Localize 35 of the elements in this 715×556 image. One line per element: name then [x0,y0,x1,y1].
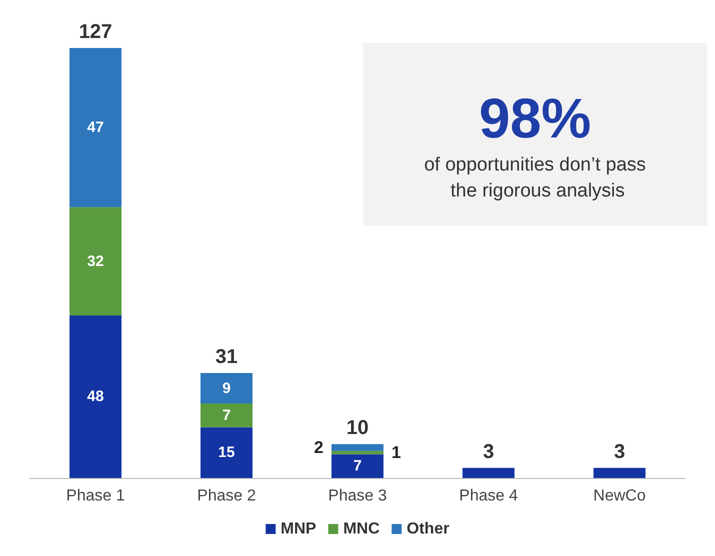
total-label: 3 [614,440,626,463]
total-label: 10 [346,417,369,440]
data-label: 32 [87,252,104,270]
total-label: 31 [215,346,238,368]
x-tick-label: Phase 3 [328,488,387,504]
x-tick-label: NewCo [593,488,646,504]
bar [332,450,384,454]
total-label: 3 [482,440,494,463]
annotation: of opportunities don’t pass the rigorous analysis [424,154,646,202]
legend-label: MNP [280,520,317,538]
data-label: 1 [392,443,401,462]
bar [70,207,122,316]
x-tick-label: Phase 4 [459,488,518,504]
legend-label: MNC [343,520,380,538]
x-tick-label: Phase 2 [197,488,256,504]
data-label: 9 [222,380,231,397]
total-label: 127 [78,21,112,43]
data-label: 47 [87,119,104,136]
data-label: 15 [218,444,235,462]
legend-label: Other [406,520,450,538]
bar [200,427,252,478]
bar [594,468,646,478]
x-tick-label: Phase 1 [66,488,125,504]
bar [332,444,384,451]
bar [200,373,252,404]
data-label: 2 [314,438,324,458]
bar [200,404,252,428]
data-label: 48 [87,388,104,406]
data-label: 7 [353,458,362,475]
bar [70,48,122,208]
bar [70,315,122,478]
bar [462,468,514,478]
annotation: 98% [478,86,592,150]
bar [332,454,384,478]
data-label: 7 [222,406,231,424]
